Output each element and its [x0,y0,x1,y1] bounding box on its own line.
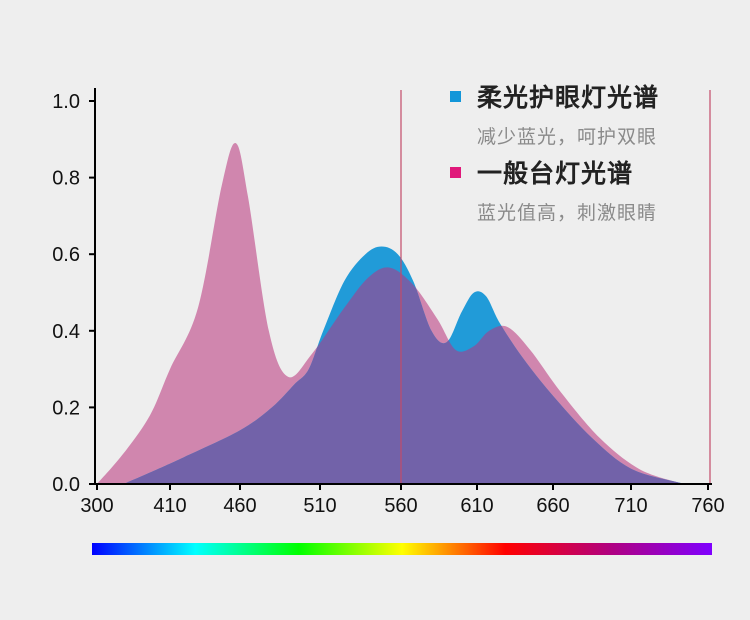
y-tick-label: 0.2 [52,397,80,419]
x-tick-label: 410 [153,495,186,517]
y-ticks: 0.0 0.2 0.4 0.6 0.8 1.0 [52,91,95,496]
y-tick-label: 0.6 [52,244,80,266]
x-tick-label: 710 [614,495,647,517]
x-ticks: 300 410 460 510 560 610 660 710 760 [80,484,725,517]
x-tick-label: 300 [80,495,113,517]
legend-ordinary-lamp: 一般台灯光谱 蓝光值高，刺激眼睛 [450,154,657,225]
marker-layer [400,90,711,484]
x-tick-label: 460 [223,495,256,517]
y-tick-label: 0.4 [52,321,80,343]
legend-title-ordinary-lamp: 一般台灯光谱 [477,159,634,188]
x-tick-label: 610 [460,495,493,517]
x-tick-label: 510 [303,495,336,517]
axes [94,88,712,485]
legend-eye-care: 柔光护眼灯光谱 减少蓝光，呵护双眼 [450,78,659,149]
series-layer [97,142,693,484]
legend-swatch-magenta [450,166,461,178]
series-overlap-area [123,246,693,484]
legend-subtitle-ordinary-lamp: 蓝光值高，刺激眼睛 [477,202,658,224]
legend-subtitle-eye-care: 减少蓝光，呵护双眼 [477,126,658,148]
x-tick-label: 660 [536,495,569,517]
y-tick-label: 0.8 [52,168,80,190]
y-tick-label: 0.0 [52,474,80,496]
y-tick-label: 1.0 [52,91,80,113]
visible-spectrum-bar [92,543,712,555]
legend-title-eye-care: 柔光护眼灯光谱 [477,83,660,112]
legend-swatch-blue [450,90,461,102]
x-tick-label: 560 [384,495,417,517]
x-tick-label: 760 [691,495,724,517]
